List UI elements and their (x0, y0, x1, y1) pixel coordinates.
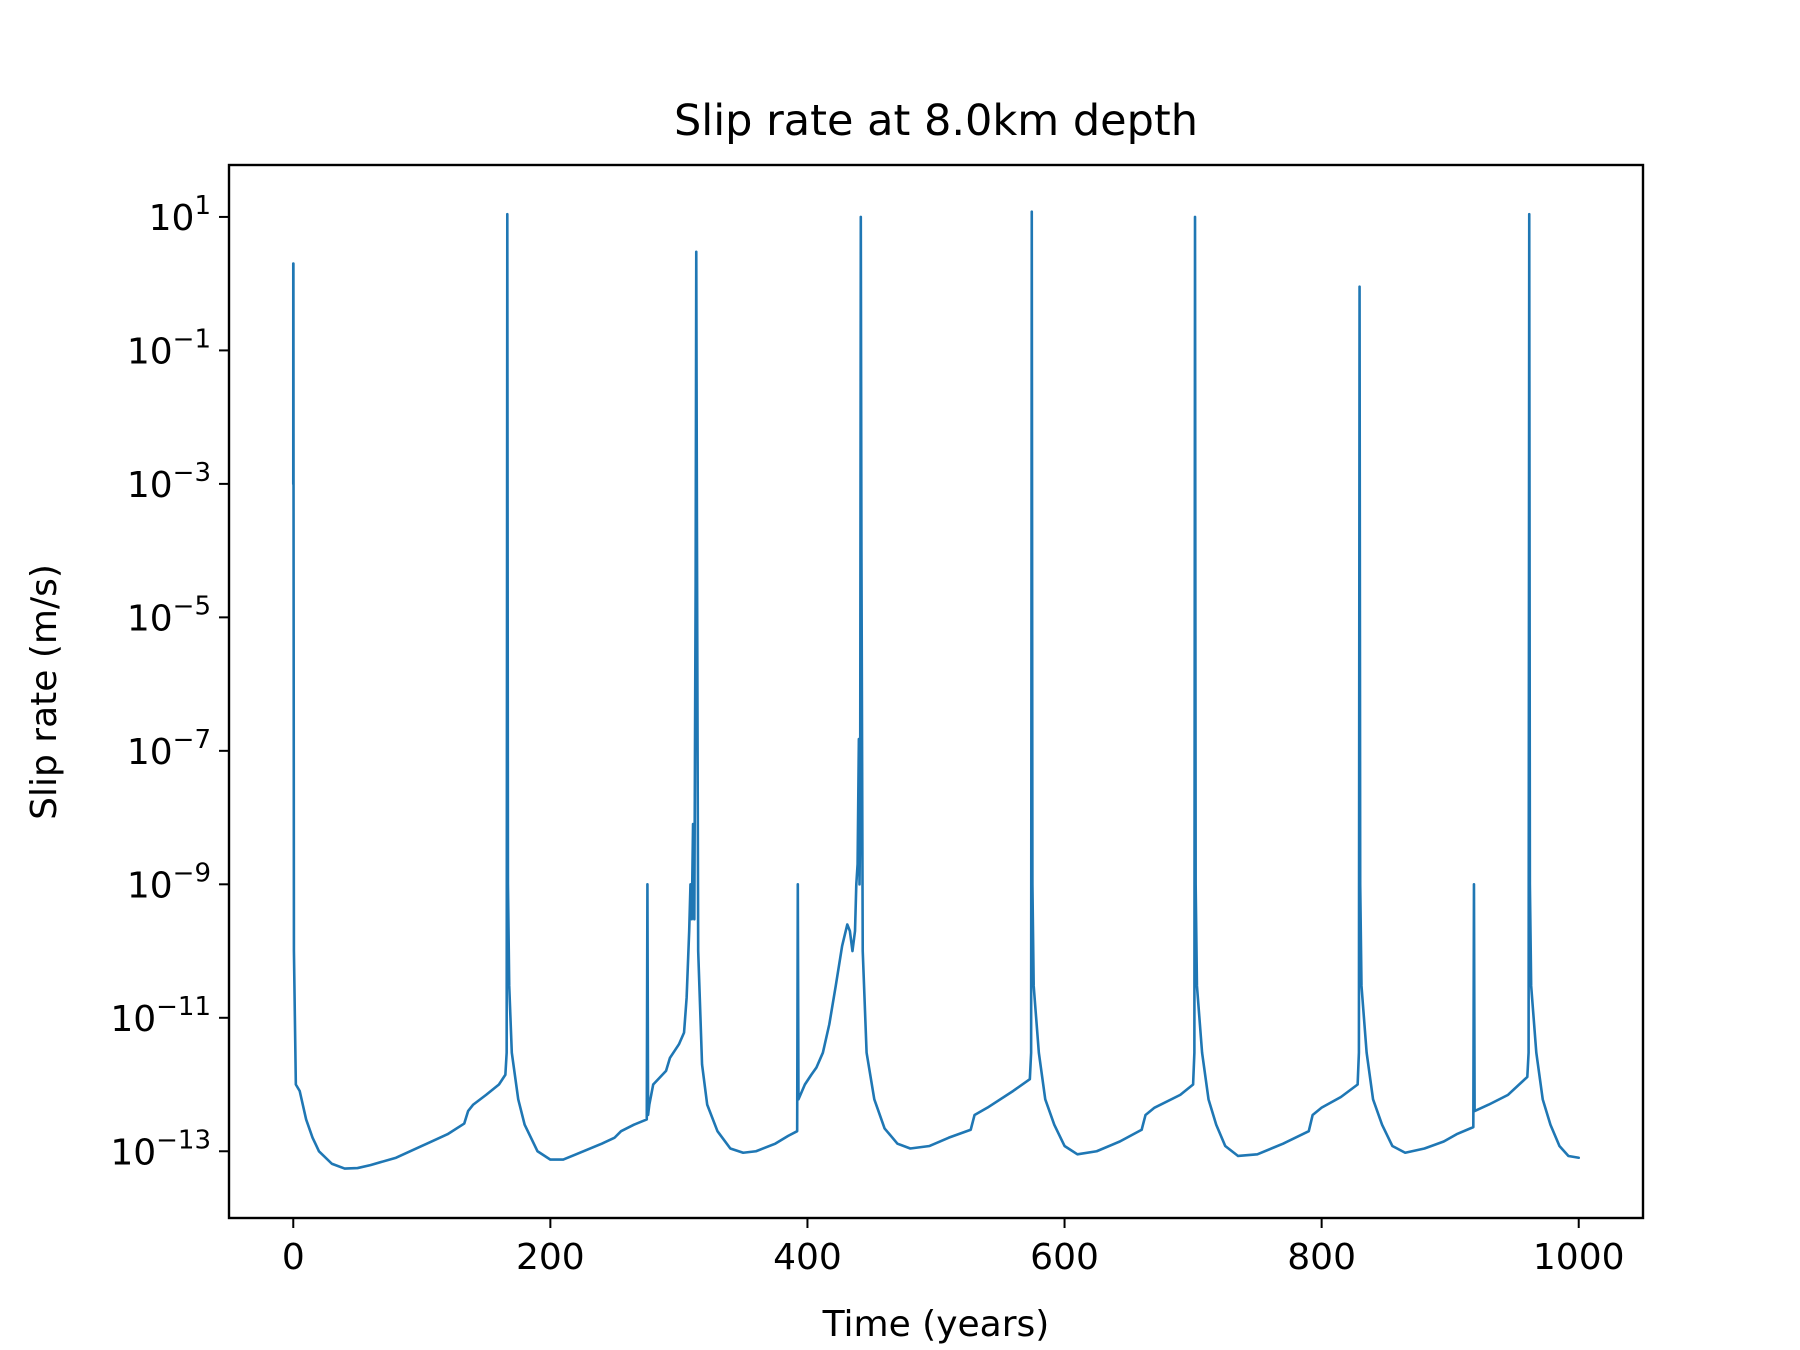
y-tick-label: 10−11 (110, 992, 211, 1040)
y-tick-label: 10−1 (127, 324, 211, 372)
x-axis: 0 200 400 600 800 1000 (282, 1218, 1625, 1278)
x-tick-label: 200 (516, 1237, 585, 1278)
chart-title: Slip rate at 8.0km depth (674, 96, 1198, 146)
plot-frame (227, 163, 1645, 1220)
series-line-1 (291, 210, 1581, 1170)
y-tick-label: 10−3 (127, 458, 211, 506)
y-axis-label: Slip rate (m/s) (24, 564, 65, 820)
y-tick-label: 10−7 (127, 725, 211, 773)
x-tick-label: 0 (282, 1237, 305, 1278)
y-tick-label: 101 (149, 191, 211, 239)
plot-layer (291, 210, 1581, 1170)
x-tick-label: 800 (1287, 1237, 1356, 1278)
x-tick-label: 600 (1030, 1237, 1099, 1278)
x-axis-label: Time (years) (822, 1304, 1050, 1345)
x-tick-label: 1000 (1533, 1237, 1625, 1278)
x-tick-label: 400 (773, 1237, 842, 1278)
y-tick-label: 10−5 (127, 591, 211, 639)
y-tick-label: 10−9 (127, 858, 211, 906)
y-axis: 101 10−1 10−3 10−5 10−7 10−9 10−11 10−13 (110, 191, 229, 1173)
y-tick-label: 10−13 (110, 1125, 211, 1173)
